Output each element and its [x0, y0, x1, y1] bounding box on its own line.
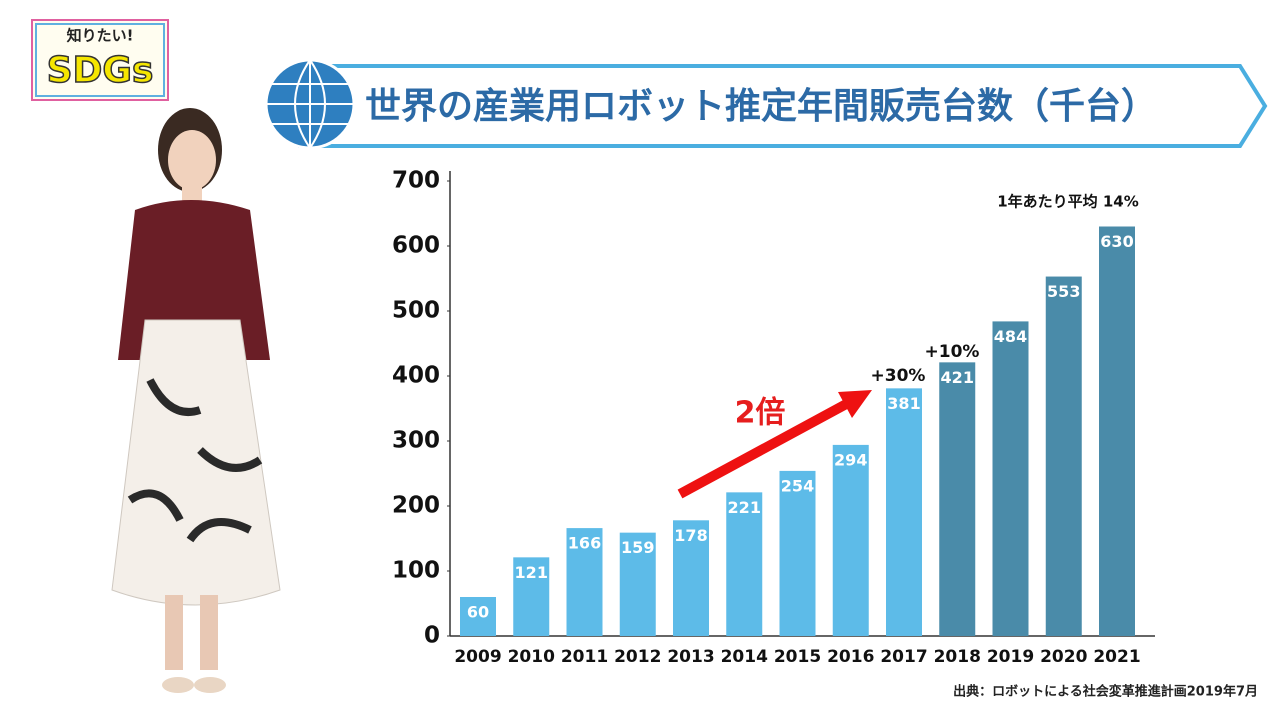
- value-label: 121: [515, 563, 548, 582]
- x-tick-label: 2018: [934, 647, 981, 667]
- y-tick-label: 300: [392, 428, 440, 454]
- bar: [779, 470, 816, 636]
- y-tick-label: 200: [392, 493, 440, 519]
- x-tick-label: 2015: [774, 647, 821, 667]
- value-label: 381: [887, 394, 920, 413]
- face: [168, 130, 216, 190]
- logo-top: 知りたい!: [67, 27, 134, 45]
- logo-frame: [31, 19, 169, 101]
- x-tick-label: 2010: [508, 647, 555, 667]
- x-tick-label: 2009: [454, 647, 501, 667]
- value-label: 630: [1100, 232, 1133, 251]
- x-tick-label: 2019: [987, 647, 1034, 667]
- annotation: +30%: [871, 366, 926, 386]
- value-label: 294: [834, 450, 867, 469]
- x-tick-label: 2017: [880, 647, 927, 667]
- value-label: 60: [467, 603, 489, 622]
- y-tick-label: 700: [392, 168, 440, 194]
- leg: [200, 595, 218, 670]
- y-tick-label: 600: [392, 233, 440, 259]
- annotation: 2倍: [735, 396, 786, 431]
- source: 出典：ロボットによる社会変革推進計画2019年7月: [953, 684, 1258, 700]
- x-tick-label: 2021: [1093, 647, 1140, 667]
- chart-title: 世界の産業用ロボット推定年間販売台数（千台）: [365, 86, 1157, 127]
- bar: [726, 492, 763, 636]
- y-tick-label: 100: [392, 558, 440, 584]
- shoe: [162, 677, 194, 693]
- value-label: 159: [621, 538, 654, 557]
- bar: [1045, 276, 1082, 636]
- bar: [939, 362, 976, 636]
- y-tick-label: 500: [392, 298, 440, 324]
- x-tick-label: 2013: [667, 647, 714, 667]
- presenter: [111, 108, 281, 693]
- value-label: 484: [994, 327, 1027, 346]
- shoe: [194, 677, 226, 693]
- plot: 0 100 200 300 400 500 600 700 2009 60 2010 121 2011 1…: [392, 168, 1155, 667]
- y-tick-label: 400: [392, 363, 440, 389]
- bar: [1099, 226, 1135, 636]
- arrow-shaft: [677, 397, 853, 499]
- value-label: 178: [674, 526, 707, 545]
- bar: [619, 532, 656, 636]
- leg: [165, 595, 183, 670]
- x-tick-label: 2012: [614, 647, 661, 667]
- value-label: 254: [781, 476, 814, 495]
- bar: [832, 444, 869, 636]
- logo: 知りたい! SDGs: [31, 19, 169, 101]
- y-tick-label: 0: [424, 623, 440, 649]
- value-label: 553: [1047, 282, 1080, 301]
- bar: [886, 388, 922, 636]
- title-banner: 世界の産業用ロボット推定年間販売台数（千台）: [264, 58, 1268, 150]
- annotation: 1年あたり平均 14%: [997, 193, 1139, 211]
- annotation: +10%: [925, 342, 980, 362]
- x-tick-label: 2020: [1040, 647, 1087, 667]
- bar: [460, 597, 496, 636]
- bar: [566, 528, 603, 636]
- arrow-head: [838, 390, 872, 418]
- bar: [513, 557, 550, 636]
- bar: [673, 520, 709, 636]
- value-label: 221: [728, 498, 761, 517]
- x-tick-label: 2011: [561, 647, 608, 667]
- skirt-pattern: [127, 378, 263, 543]
- value-label: 421: [941, 368, 974, 387]
- x-tick-label: 2014: [721, 647, 768, 667]
- globe-lines: [266, 59, 354, 149]
- logo-main: SDGs: [47, 50, 154, 91]
- logo-frame-inner: [35, 23, 165, 97]
- bar: [992, 321, 1029, 636]
- x-tick-label: 2016: [827, 647, 874, 667]
- value-label: 166: [568, 534, 601, 553]
